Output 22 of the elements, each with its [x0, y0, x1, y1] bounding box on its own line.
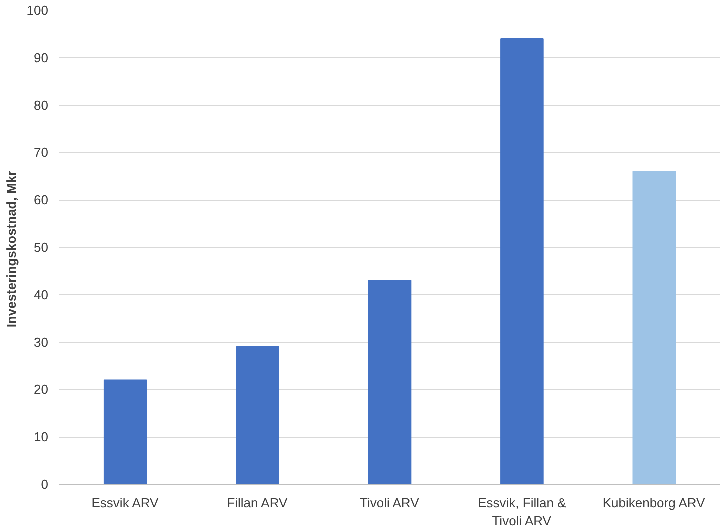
y-tick-label: 90: [34, 50, 49, 66]
y-tick-label: 60: [34, 192, 49, 208]
x-tick-label: Fillan ARV: [227, 496, 288, 510]
y-tick-label: 40: [34, 287, 49, 302]
y-tick-label: 70: [34, 145, 49, 160]
y-tick-label: 100: [26, 3, 49, 18]
bar: [500, 38, 544, 484]
x-tick-label: Essvik ARV: [92, 496, 160, 510]
y-tick-label: 80: [34, 98, 49, 113]
y-tick-label: 10: [34, 430, 49, 445]
y-tick-label: 30: [34, 334, 49, 350]
bar: [236, 346, 280, 484]
bar: [104, 380, 148, 484]
x-tick-label: Tivoli ARV: [360, 496, 420, 510]
y-tick-label: 0: [41, 477, 49, 492]
y-tick-label: 50: [34, 240, 49, 255]
bar: [632, 171, 676, 484]
bar: [368, 280, 412, 484]
x-tick-label: Kubikenborg ARV: [602, 496, 706, 510]
y-tick-label: 20: [34, 382, 49, 398]
x-tick-label: Essvik, Fillan & Tivoli ARV: [478, 496, 567, 528]
y-axis-title: Investeringskostnad, Mkr: [4, 170, 19, 328]
